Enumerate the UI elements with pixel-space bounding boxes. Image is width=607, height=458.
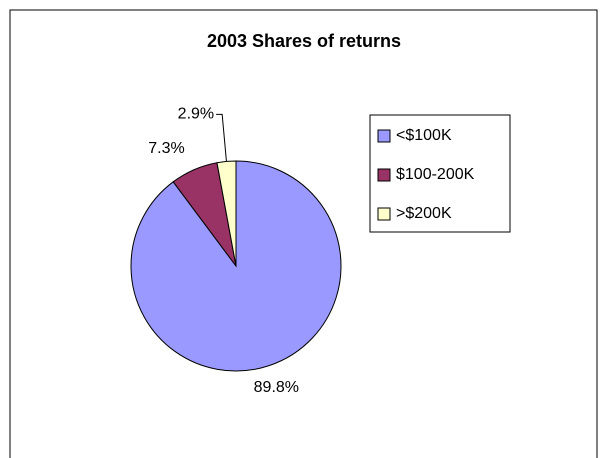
legend-swatch: [377, 129, 391, 143]
data-label: 89.8%: [254, 379, 299, 396]
legend-box: [369, 114, 511, 233]
chart-title: 2003 Shares of returns: [207, 31, 401, 51]
legend-label: <$100K: [396, 127, 452, 144]
legend-label: >$200K: [396, 205, 452, 222]
data-label: 2.9%: [178, 106, 214, 123]
legend-swatch: [377, 168, 391, 182]
legend-label: $100-200K: [396, 166, 475, 183]
legend-swatch: [377, 207, 391, 221]
leader-line: [216, 113, 227, 162]
data-label: 7.3%: [148, 140, 184, 157]
chart-border: [9, 9, 598, 458]
